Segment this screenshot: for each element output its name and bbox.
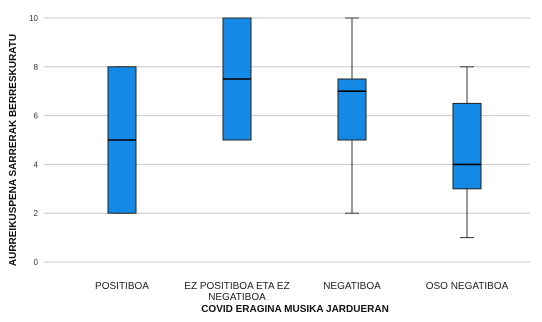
x-category-labels: POSITIBOA EZ POSITIBOA ETA EZNEGATIBOANEG… — [95, 281, 509, 303]
boxes — [107, 17, 482, 239]
box — [337, 78, 367, 141]
category-label: EZ POSITIBOA ETA EZ — [184, 281, 289, 292]
box-group — [452, 66, 482, 239]
box-group — [222, 17, 252, 141]
category-label: NEGATIBOA — [323, 281, 381, 292]
category-label: NEGATIBOA — [208, 292, 266, 303]
y-tick-label: 8 — [34, 63, 39, 72]
box — [452, 102, 482, 190]
y-axis-title: AURREIKUSPENA SARRERAK BERRESKURATU — [8, 34, 19, 266]
box-group — [107, 66, 137, 214]
y-tick-label: 4 — [34, 160, 39, 169]
y-tick-label: 0 — [34, 258, 39, 267]
y-tick-label: 10 — [29, 14, 38, 23]
category-label: OSO NEGATIBOA — [426, 281, 509, 292]
category-label: POSITIBOA — [95, 281, 149, 292]
x-axis-title: COVID ERAGINA MUSIKA JARDUERAN — [201, 304, 389, 315]
y-tick-label: 2 — [34, 209, 39, 218]
box-group — [337, 17, 367, 214]
y-tick-labels: 0 2 4 6 8 10 — [29, 14, 38, 267]
y-tick-label: 6 — [34, 112, 39, 121]
